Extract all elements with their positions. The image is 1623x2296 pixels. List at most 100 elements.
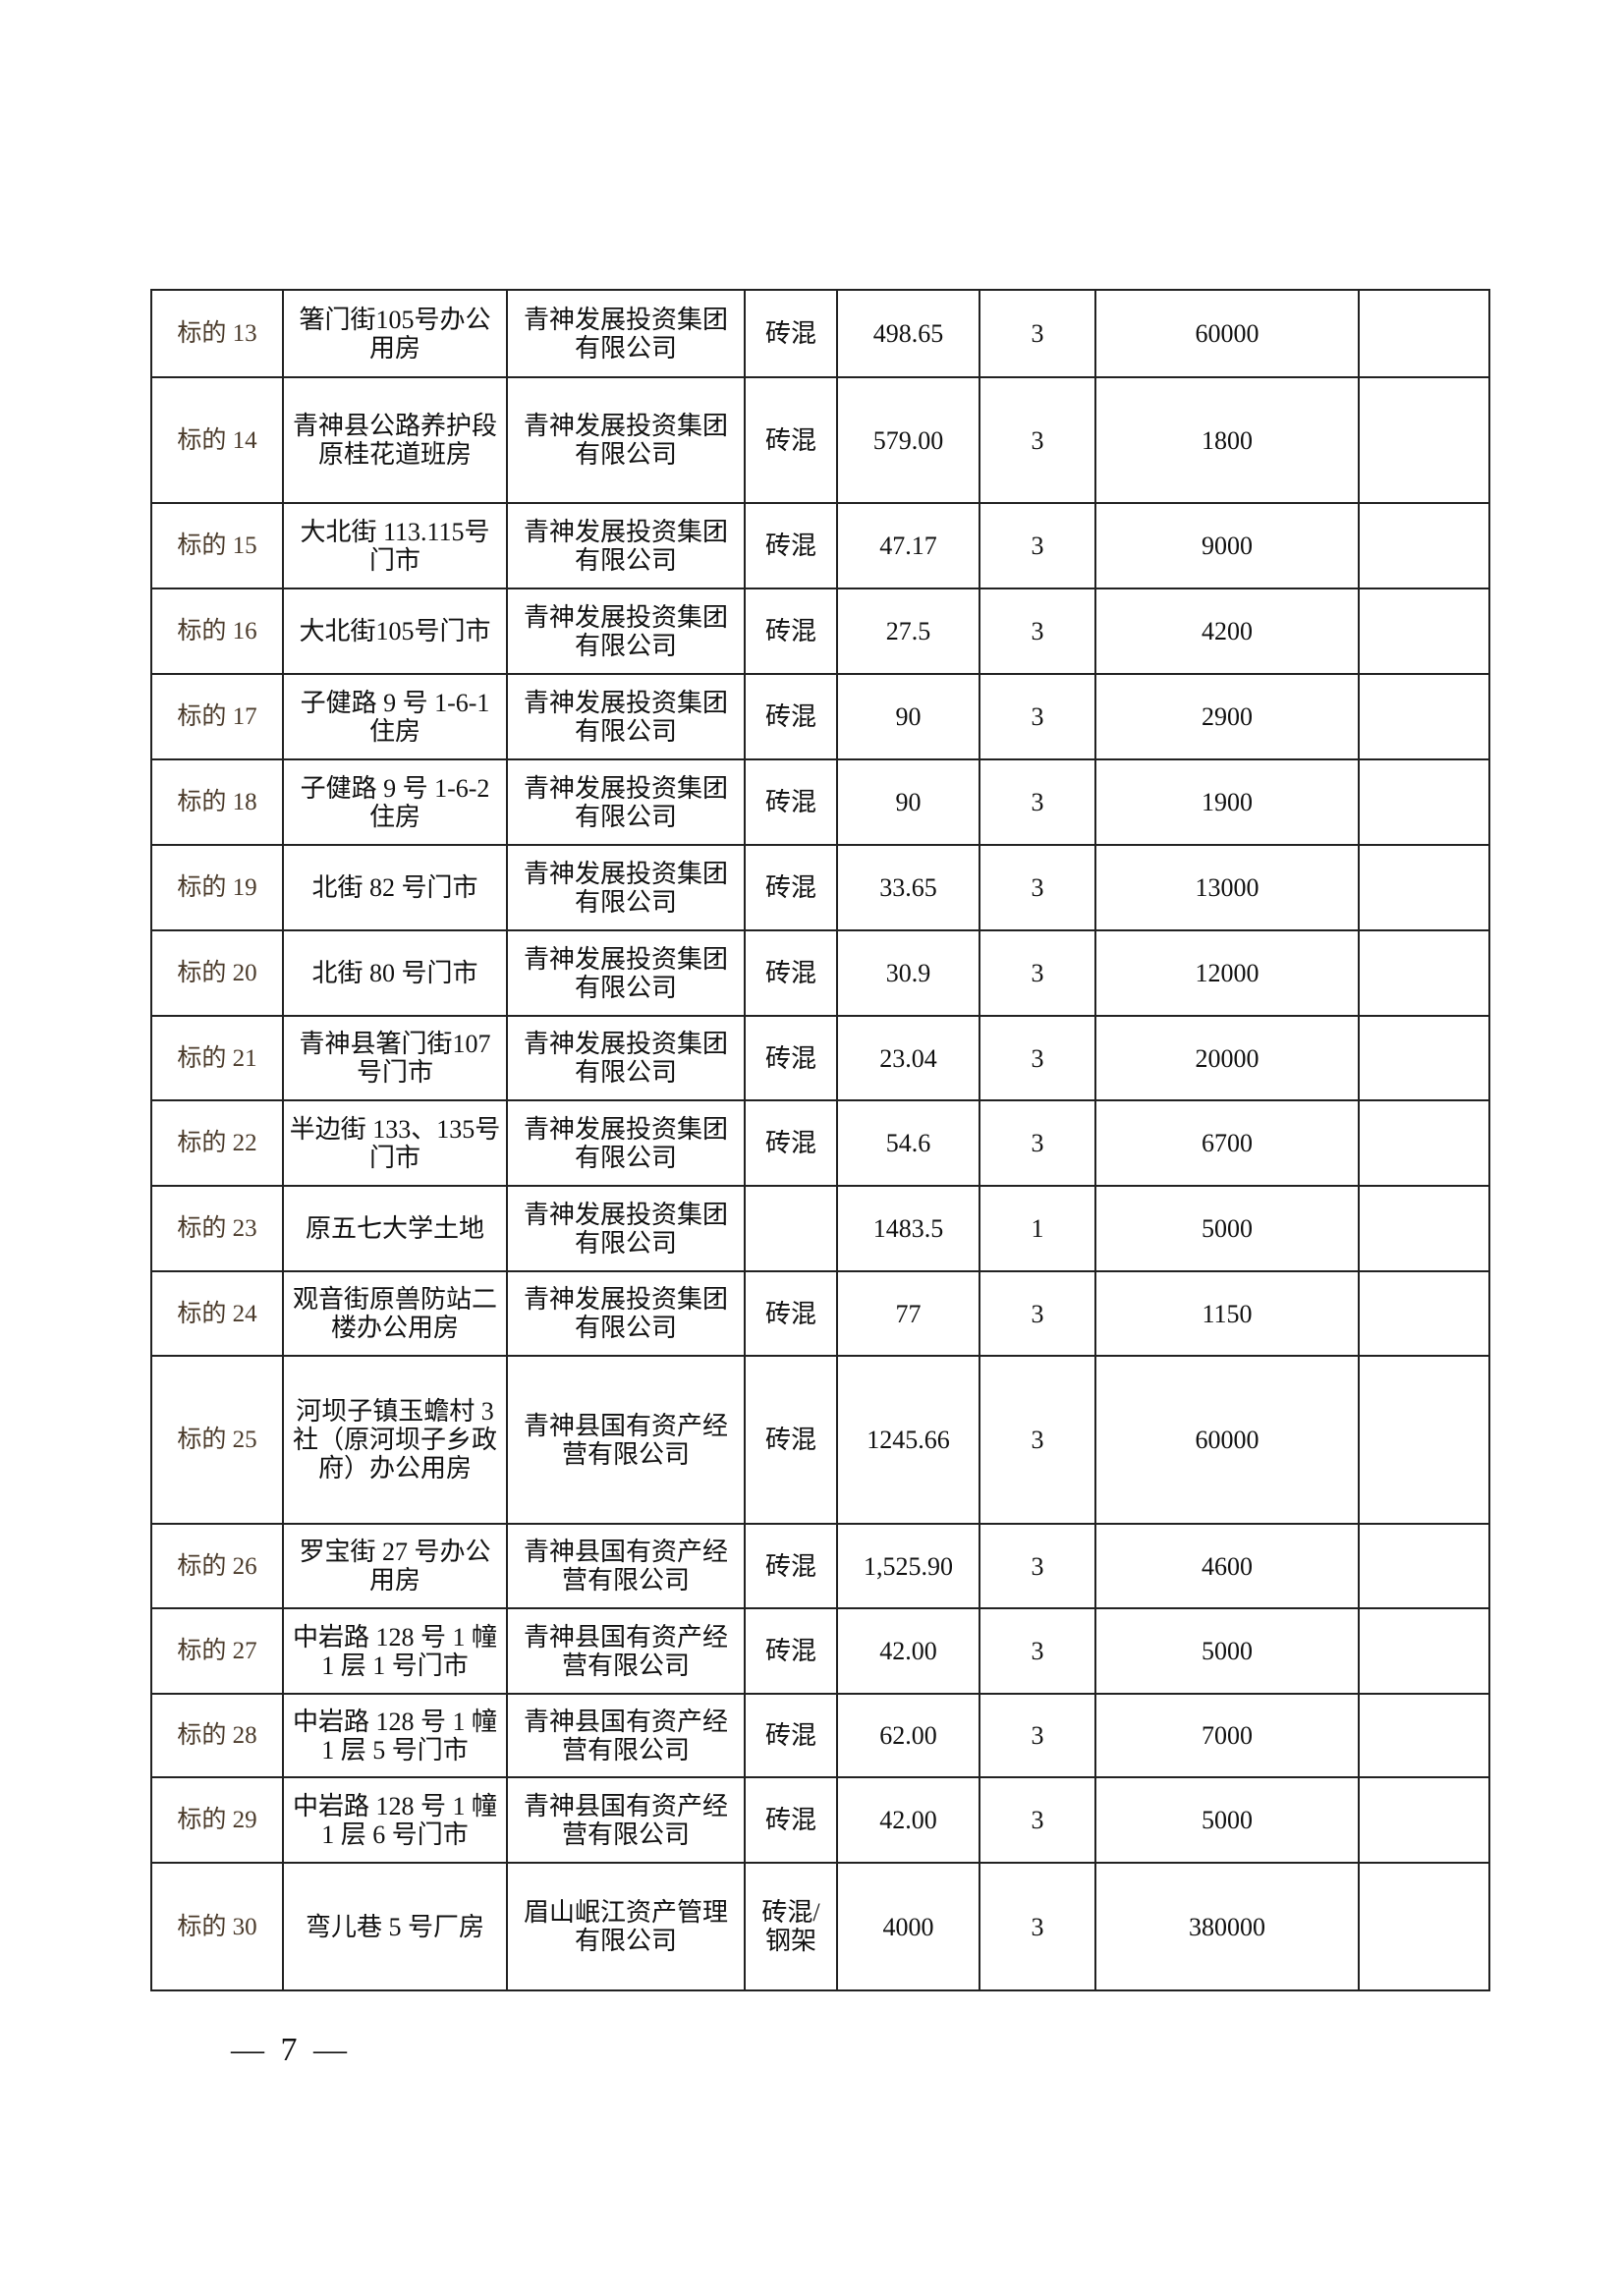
- cell-structure: 砖混: [744, 844, 838, 931]
- table-row: 标的 19 北街 82 号门市 青神发展投资集团有限公司 砖混 33.65 3 13000: [150, 844, 1490, 931]
- cell-note: [1358, 376, 1490, 504]
- cell-term: 3: [979, 673, 1096, 760]
- cell-area: 498.65: [836, 289, 980, 378]
- cell-price: 20000: [1094, 1015, 1360, 1101]
- cell-item-name: 青神县公路养护段原桂花道班房: [282, 376, 508, 504]
- cell-item-name: 子健路 9 号 1-6-1 住房: [282, 673, 508, 760]
- cell-note: [1358, 1693, 1490, 1778]
- property-table: 标的 13 箸门街105号办公用房 青神发展投资集团有限公司 砖混 498.65 3 600…: [150, 289, 1490, 1991]
- cell-area: 90: [836, 673, 980, 760]
- cell-structure: 砖混: [744, 289, 838, 378]
- table-row: 标的 20 北街 80 号门市 青神发展投资集团有限公司 砖混 30.9 3 12000: [150, 929, 1490, 1017]
- cell-owner: 眉山岷江资产管理有限公司: [506, 1862, 746, 1991]
- table-row: 标的 29 中岩路 128 号 1 幢 1 层 6 号门市 青神县国有资产经营有限公…: [150, 1776, 1490, 1864]
- cell-price: 9000: [1094, 502, 1360, 589]
- cell-item-name: 中岩路 128 号 1 幢 1 层 6 号门市: [282, 1776, 508, 1864]
- cell-item-name: 罗宝街 27 号办公用房: [282, 1523, 508, 1609]
- table-row: 标的 24 观音街原兽防站二楼办公用房 青神发展投资集团有限公司 砖混 77 3 1150: [150, 1270, 1490, 1357]
- cell-price: 5000: [1094, 1607, 1360, 1695]
- table-row: 标的 13 箸门街105号办公用房 青神发展投资集团有限公司 砖混 498.65 3 600…: [150, 289, 1490, 378]
- cell-item-name: 子健路 9 号 1-6-2 住房: [282, 758, 508, 846]
- cell-item-id: 标的 27: [150, 1607, 284, 1695]
- cell-price: 2900: [1094, 673, 1360, 760]
- cell-owner: 青神发展投资集团有限公司: [506, 929, 746, 1017]
- cell-item-name: 河坝子镇玉蟾村 3 社（原河坝子乡政府）办公用房: [282, 1355, 508, 1525]
- cell-note: [1358, 502, 1490, 589]
- cell-area: 42.00: [836, 1776, 980, 1864]
- cell-area: 90: [836, 758, 980, 846]
- cell-area: 42.00: [836, 1607, 980, 1695]
- cell-term: 3: [979, 1607, 1096, 1695]
- cell-term: 1: [979, 1185, 1096, 1272]
- table-row: 标的 23 原五七大学土地 青神发展投资集团有限公司 1483.5 1 5000: [150, 1185, 1490, 1272]
- cell-item-id: 标的 23: [150, 1185, 284, 1272]
- cell-term: 3: [979, 844, 1096, 931]
- cell-owner: 青神县国有资产经营有限公司: [506, 1776, 746, 1864]
- cell-note: [1358, 1099, 1490, 1187]
- cell-price: 5000: [1094, 1185, 1360, 1272]
- cell-note: [1358, 1776, 1490, 1864]
- cell-area: 579.00: [836, 376, 980, 504]
- cell-item-name: 箸门街105号办公用房: [282, 289, 508, 378]
- cell-item-name: 北街 80 号门市: [282, 929, 508, 1017]
- cell-area: 4000: [836, 1862, 980, 1991]
- cell-item-id: 标的 18: [150, 758, 284, 846]
- cell-price: 6700: [1094, 1099, 1360, 1187]
- cell-price: 12000: [1094, 929, 1360, 1017]
- cell-item-id: 标的 16: [150, 588, 284, 675]
- table-row: 标的 21 青神县箸门街107号门市 青神发展投资集团有限公司 砖混 23.04 3 200…: [150, 1015, 1490, 1101]
- table-row: 标的 18 子健路 9 号 1-6-2 住房 青神发展投资集团有限公司 砖混 90 3 19…: [150, 758, 1490, 846]
- cell-owner: 青神发展投资集团有限公司: [506, 758, 746, 846]
- cell-item-id: 标的 28: [150, 1693, 284, 1778]
- cell-item-id: 标的 26: [150, 1523, 284, 1609]
- cell-owner: 青神发展投资集团有限公司: [506, 502, 746, 589]
- cell-area: 77: [836, 1270, 980, 1357]
- cell-item-id: 标的 17: [150, 673, 284, 760]
- cell-note: [1358, 1355, 1490, 1525]
- cell-item-name: 弯儿巷 5 号厂房: [282, 1862, 508, 1991]
- cell-structure: 砖混: [744, 1607, 838, 1695]
- cell-item-name: 大北街 113.115号门市: [282, 502, 508, 589]
- cell-item-id: 标的 25: [150, 1355, 284, 1525]
- cell-area: 47.17: [836, 502, 980, 589]
- cell-term: 3: [979, 1355, 1096, 1525]
- cell-term: 3: [979, 1015, 1096, 1101]
- cell-item-name: 大北街105号门市: [282, 588, 508, 675]
- cell-item-id: 标的 24: [150, 1270, 284, 1357]
- cell-term: 3: [979, 1270, 1096, 1357]
- cell-term: 3: [979, 588, 1096, 675]
- cell-item-id: 标的 21: [150, 1015, 284, 1101]
- cell-owner: 青神县国有资产经营有限公司: [506, 1693, 746, 1778]
- table-row: 标的 14 青神县公路养护段原桂花道班房 青神发展投资集团有限公司 砖混 579.00 3…: [150, 376, 1490, 504]
- cell-item-name: 半边街 133、135号门市: [282, 1099, 508, 1187]
- table-row: 标的 28 中岩路 128 号 1 幢 1 层 5 号门市 青神县国有资产经营有限公…: [150, 1693, 1490, 1778]
- cell-owner: 青神发展投资集团有限公司: [506, 673, 746, 760]
- cell-item-id: 标的 22: [150, 1099, 284, 1187]
- cell-price: 1900: [1094, 758, 1360, 846]
- table-row: 标的 27 中岩路 128 号 1 幢 1 层 1 号门市 青神县国有资产经营有限公…: [150, 1607, 1490, 1695]
- cell-term: 3: [979, 1862, 1096, 1991]
- cell-item-id: 标的 20: [150, 929, 284, 1017]
- table-row: 标的 25 河坝子镇玉蟾村 3 社（原河坝子乡政府）办公用房 青神县国有资产经营有限…: [150, 1355, 1490, 1525]
- cell-structure: 砖混: [744, 1523, 838, 1609]
- cell-price: 1800: [1094, 376, 1360, 504]
- cell-owner: 青神发展投资集团有限公司: [506, 588, 746, 675]
- cell-item-id: 标的 29: [150, 1776, 284, 1864]
- table-row: 标的 16 大北街105号门市 青神发展投资集团有限公司 砖混 27.5 3 4200: [150, 588, 1490, 675]
- cell-term: 3: [979, 758, 1096, 846]
- cell-price: 60000: [1094, 289, 1360, 378]
- cell-term: 3: [979, 376, 1096, 504]
- cell-structure: 砖混: [744, 929, 838, 1017]
- cell-owner: 青神发展投资集团有限公司: [506, 289, 746, 378]
- table-row: 标的 30 弯儿巷 5 号厂房 眉山岷江资产管理有限公司 砖混/钢架 4000 3 3800…: [150, 1862, 1490, 1991]
- cell-structure: 砖混: [744, 588, 838, 675]
- cell-owner: 青神发展投资集团有限公司: [506, 1015, 746, 1101]
- cell-note: [1358, 588, 1490, 675]
- cell-term: 3: [979, 502, 1096, 589]
- cell-term: 3: [979, 1693, 1096, 1778]
- cell-price: 13000: [1094, 844, 1360, 931]
- cell-area: 30.9: [836, 929, 980, 1017]
- cell-owner: 青神发展投资集团有限公司: [506, 1270, 746, 1357]
- cell-note: [1358, 758, 1490, 846]
- cell-owner: 青神发展投资集团有限公司: [506, 1185, 746, 1272]
